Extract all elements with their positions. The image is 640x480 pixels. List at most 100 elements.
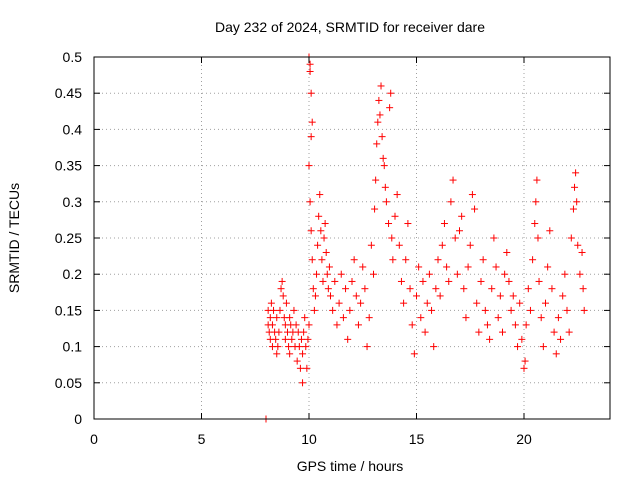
data-point [386,104,394,112]
data-point [357,299,365,307]
data-point [278,277,286,285]
data-point [297,335,305,343]
y-tick-label: 0.1 [63,339,83,355]
data-point [526,306,534,314]
data-point [348,277,356,285]
data-point [542,299,549,307]
data-point [402,256,410,264]
data-point [344,335,352,343]
data-point [554,314,562,322]
data-point [505,277,513,285]
data-point [273,314,281,322]
data-point [389,256,397,264]
data-point [580,306,588,314]
data-point [453,270,461,278]
data-point [393,191,401,199]
data-point [281,335,289,343]
data-point [276,306,284,314]
data-point [375,96,383,104]
data-point [520,364,528,372]
data-point [434,256,442,264]
x-axis-title: GPS time / hours [297,458,404,474]
data-point [307,133,315,141]
data-point [565,328,573,336]
data-point [436,292,444,300]
data-point [573,198,581,206]
data-point [535,277,543,285]
data-point [522,321,530,329]
y-tick-label: 0.35 [55,158,82,174]
y-tick-label: 0 [74,411,82,427]
data-point [539,343,547,351]
grid [94,57,610,419]
data-point [288,335,296,343]
data-point [350,256,358,264]
data-point [516,299,524,307]
data-point [395,241,403,249]
data-point [352,292,360,300]
data-point [279,292,287,300]
y-tick-label: 0.25 [55,230,82,246]
data-point [374,118,382,126]
data-point [404,220,412,228]
data-point [316,191,324,199]
data-point [466,241,474,249]
data-point [550,328,558,336]
y-tick-label: 0.45 [55,85,82,101]
data-point [324,285,332,293]
data-point [486,335,494,343]
data-point [428,306,436,314]
data-point [432,285,440,293]
data-point [381,183,389,191]
data-point [301,314,309,322]
data-point [546,227,554,235]
data-point [295,343,303,351]
data-point [317,227,325,235]
data-point [337,270,345,278]
data-point [557,335,565,343]
data-point [365,314,373,322]
data-point [449,176,457,184]
data-point [576,270,584,278]
data-point [267,299,275,307]
data-point [571,183,579,191]
data-point [421,328,429,336]
data-point [306,198,314,206]
data-point [451,234,459,242]
data-point [309,285,317,293]
y-tick-label: 0.15 [55,302,82,318]
data-point [471,205,479,213]
data-point [305,321,313,329]
data-point [559,292,567,300]
data-point [458,212,466,220]
data-point [419,277,427,285]
x-tick-label: 0 [90,431,98,447]
data-point [319,277,327,285]
data-point [397,277,405,285]
data-point [371,205,379,213]
data-point [387,89,395,97]
plot-frame [93,56,611,420]
y-tick-label: 0.5 [63,49,83,65]
data-point [286,350,294,358]
data-point [464,263,472,271]
data-point [354,321,362,329]
data-point [388,234,396,242]
data-point [359,263,367,271]
data-point [572,169,580,177]
data-point [327,292,334,300]
data-point [382,198,390,206]
data-point [342,285,350,293]
data-point [273,350,281,358]
data-point [563,306,571,314]
data-point [277,285,285,293]
data-point [268,321,276,329]
data-point [346,306,354,314]
data-point [492,263,500,271]
data-point [548,285,556,293]
data-point [300,328,308,336]
data-point [511,321,519,329]
y-tick-label: 0.2 [63,266,83,282]
data-point [292,321,300,329]
